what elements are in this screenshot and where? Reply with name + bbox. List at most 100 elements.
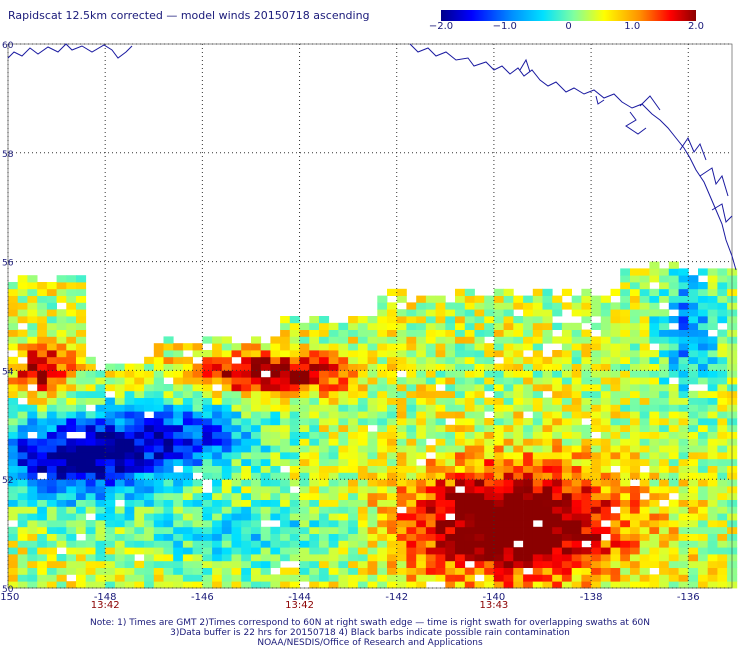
wind-difference-cell <box>85 452 96 460</box>
wind-difference-cell <box>85 574 96 582</box>
wind-difference-cell <box>46 472 57 480</box>
wind-difference-cell <box>270 547 281 555</box>
wind-difference-cell <box>464 316 475 324</box>
wind-difference-cell <box>85 384 96 392</box>
wind-difference-cell <box>532 567 543 575</box>
wind-difference-cell <box>182 411 193 419</box>
wind-difference-cell <box>542 458 553 466</box>
wind-difference-cell <box>17 302 28 310</box>
wind-difference-cell <box>571 472 582 480</box>
wind-difference-cell <box>124 492 135 500</box>
wind-difference-cell <box>435 356 446 364</box>
wind-difference-cell <box>561 567 572 575</box>
wind-difference-cell <box>591 506 602 514</box>
wind-difference-cell <box>377 411 388 419</box>
wind-difference-cell <box>182 363 193 371</box>
wind-difference-cell <box>221 520 232 528</box>
wind-difference-cell <box>571 350 582 358</box>
wind-difference-cell <box>251 452 262 460</box>
wind-difference-cell <box>173 520 184 528</box>
wind-difference-cell <box>581 574 592 582</box>
wind-difference-cell <box>153 465 164 473</box>
wind-difference-cell <box>668 363 679 371</box>
wind-difference-cell <box>27 356 38 364</box>
wind-difference-cell <box>698 479 709 487</box>
wind-difference-cell <box>668 295 679 303</box>
wind-difference-cell <box>493 336 504 344</box>
wind-difference-cell <box>688 438 699 446</box>
wind-difference-cell <box>46 282 57 290</box>
wind-difference-cell <box>678 492 689 500</box>
wind-difference-cell <box>182 377 193 385</box>
wind-difference-cell <box>561 581 572 589</box>
wind-difference-cell <box>105 445 116 453</box>
wind-difference-cell <box>532 411 543 419</box>
wind-difference-cell <box>659 316 670 324</box>
wind-difference-cell <box>280 356 291 364</box>
wind-difference-cell <box>600 581 611 589</box>
colorbar-tick-label: 1.0 <box>624 21 641 32</box>
wind-difference-cell <box>319 343 330 351</box>
wind-difference-cell <box>591 513 602 521</box>
wind-difference-cell <box>649 479 660 487</box>
wind-difference-cell <box>698 486 709 494</box>
wind-difference-cell <box>144 452 155 460</box>
wind-difference-cell <box>348 492 359 500</box>
wind-difference-cell <box>95 499 106 507</box>
wind-difference-cell <box>212 560 223 568</box>
wind-difference-cell <box>649 438 660 446</box>
wind-difference-cell <box>309 418 320 426</box>
wind-difference-cell <box>46 452 57 460</box>
wind-difference-cell <box>153 499 164 507</box>
wind-difference-cell <box>192 526 203 534</box>
wind-difference-cell <box>620 486 631 494</box>
wind-difference-cell <box>698 350 709 358</box>
wind-difference-cell <box>698 445 709 453</box>
wind-difference-cell <box>105 513 116 521</box>
wind-difference-cell <box>56 309 67 317</box>
wind-difference-cell <box>581 554 592 562</box>
wind-difference-cell <box>348 574 359 582</box>
wind-difference-cell <box>698 492 709 500</box>
wind-difference-cell <box>668 560 679 568</box>
wind-difference-cell <box>299 554 310 562</box>
wind-difference-cell <box>144 560 155 568</box>
wind-difference-cell <box>542 472 553 480</box>
wind-difference-cell <box>668 370 679 378</box>
wind-difference-cell <box>8 370 19 378</box>
wind-difference-cell <box>144 458 155 466</box>
wind-difference-cell <box>445 445 456 453</box>
wind-difference-cell <box>202 560 213 568</box>
wind-difference-cell <box>299 363 310 371</box>
wind-difference-cell <box>406 438 417 446</box>
wind-difference-cell <box>144 506 155 514</box>
wind-difference-cell <box>105 486 116 494</box>
wind-difference-cell <box>610 567 621 575</box>
wind-difference-cell <box>396 513 407 521</box>
wind-difference-cell <box>8 513 19 521</box>
wind-difference-cell <box>192 560 203 568</box>
wind-difference-cell <box>630 363 641 371</box>
wind-difference-cell <box>338 506 349 514</box>
wind-difference-cell <box>105 479 116 487</box>
wind-difference-cell <box>406 472 417 480</box>
wind-difference-cell <box>153 574 164 582</box>
wind-difference-cell <box>464 404 475 412</box>
wind-difference-cell <box>46 574 57 582</box>
wind-difference-cell <box>707 322 718 330</box>
wind-difference-cell <box>561 465 572 473</box>
wind-difference-cell <box>610 479 621 487</box>
wind-difference-cell <box>513 336 524 344</box>
wind-difference-cell <box>387 302 398 310</box>
wind-difference-cell <box>649 499 660 507</box>
wind-difference-cell <box>163 384 174 392</box>
wind-difference-cell <box>406 486 417 494</box>
wind-difference-cell <box>425 513 436 521</box>
wind-difference-cell <box>56 560 67 568</box>
wind-difference-cell <box>630 499 641 507</box>
wind-difference-cell <box>659 336 670 344</box>
wind-difference-cell <box>27 275 38 283</box>
wind-difference-cell <box>348 377 359 385</box>
wind-difference-cell <box>280 547 291 555</box>
wind-difference-cell <box>542 404 553 412</box>
